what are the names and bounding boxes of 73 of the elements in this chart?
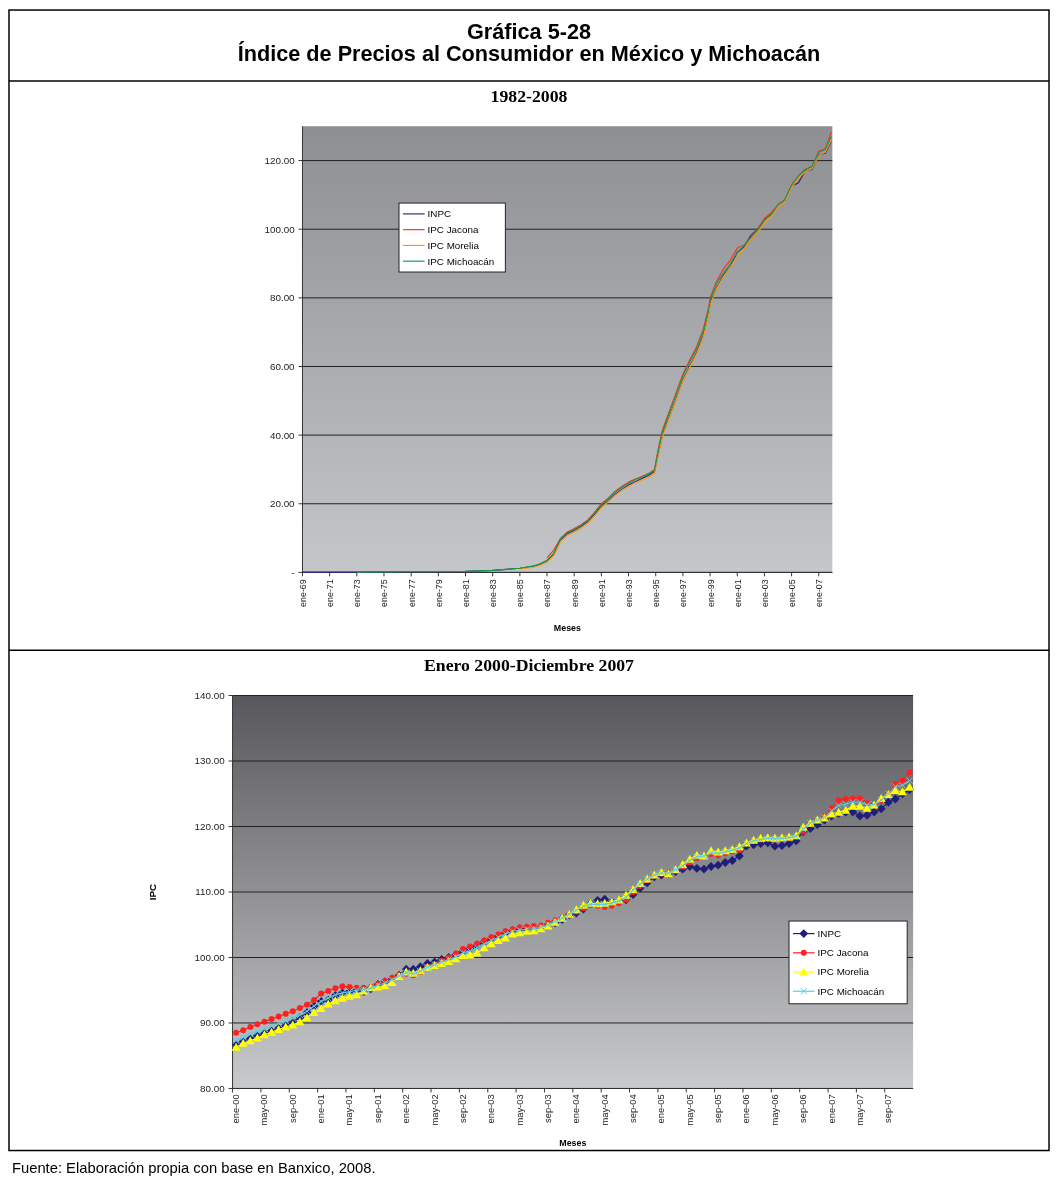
x-tick-label: ene-91	[596, 579, 607, 607]
y-tick-label: 40.00	[269, 429, 296, 441]
x-tick-label: sep-06	[798, 1094, 809, 1123]
x-axis-title: Meses	[553, 623, 582, 634]
x-tick-label: may-06	[769, 1094, 780, 1126]
y-tick-label: 100.00	[194, 951, 226, 963]
x-tick-label: sep-01	[372, 1094, 383, 1123]
x-tick-label: sep-03	[542, 1094, 553, 1123]
x-tick-label: ene-01	[316, 1094, 327, 1124]
y-tick-label: 80.00	[200, 1082, 226, 1094]
x-tick-label: ene-85	[515, 579, 526, 607]
y-tick-label: 140.00	[194, 689, 226, 701]
x-tick-label: may-04	[599, 1094, 610, 1126]
y-tick-label: 60.00	[269, 360, 296, 372]
y-tick-label: 100.00	[264, 223, 296, 235]
x-tick-label: may-02	[429, 1094, 440, 1126]
x-tick-label: ene-00	[231, 1094, 242, 1124]
x-tick-label: sep-07	[883, 1094, 894, 1123]
legend-label: INPC	[427, 208, 452, 220]
x-tick-label: ene-01	[732, 579, 743, 607]
x-tick-label: ene-79	[433, 579, 444, 607]
x-tick-label: ene-02	[401, 1094, 412, 1124]
chart-subtitle: 1982-2008	[490, 85, 568, 106]
x-tick-label: ene-83	[488, 579, 499, 607]
x-tick-label: ene-05	[656, 1094, 667, 1124]
legend-label: IPC Morelia	[817, 966, 870, 978]
y-axis-title: IPC	[146, 883, 158, 901]
x-tick-label: ene-89	[569, 579, 580, 607]
x-tick-label: sep-05	[713, 1094, 724, 1123]
x-tick-label: ene-99	[705, 579, 716, 607]
x-tick-label: ene-95	[651, 579, 662, 607]
y-tick-label: 90.00	[200, 1017, 226, 1029]
x-tick-label: ene-04	[571, 1094, 582, 1124]
x-tick-label: ene-93	[624, 579, 635, 607]
x-tick-label: ene-77	[406, 579, 417, 607]
y-tick-label: -	[291, 566, 295, 578]
x-tick-label: sep-00	[287, 1094, 298, 1123]
legend-label: INPC	[817, 928, 842, 940]
legend-label: IPC Morelia	[427, 239, 480, 251]
x-tick-label: ene-05	[787, 579, 798, 607]
x-tick-label: may-07	[854, 1094, 865, 1126]
y-tick-label: 130.00	[194, 755, 226, 767]
chart-title: Gráfica 5-28 Índice de Precios al Consumidor en México y Michoacán	[237, 18, 821, 67]
y-tick-label: 20.00	[269, 498, 296, 510]
x-tick-label: sep-02	[457, 1094, 468, 1123]
y-tick-label: 120.00	[264, 155, 296, 167]
x-tick-label: ene-06	[741, 1094, 752, 1124]
y-tick-label: 80.00	[269, 292, 296, 304]
x-tick-label: may-05	[684, 1094, 695, 1126]
source-note: Fuente: Elaboración propia con base en Banxico, 2008.	[11, 1160, 376, 1177]
x-tick-label: ene-97	[678, 579, 689, 607]
x-tick-label: may-00	[259, 1094, 270, 1126]
x-tick-label: sep-04	[628, 1094, 639, 1123]
y-tick-label: 120.00	[194, 820, 226, 832]
x-tick-label: may-03	[514, 1094, 525, 1126]
x-tick-label: ene-73	[352, 579, 363, 607]
legend-label: IPC Michoacán	[817, 985, 885, 997]
x-tick-label: ene-07	[814, 579, 825, 607]
x-tick-label: may-01	[344, 1094, 355, 1126]
x-tick-label: ene-87	[542, 579, 553, 607]
chart-title: Enero 2000-Diciembre 2007	[424, 654, 635, 675]
x-tick-label: ene-81	[460, 579, 471, 607]
legend-label: IPC Jacona	[817, 947, 869, 959]
legend-label: IPC Michoacán	[427, 255, 495, 267]
legend-label: IPC Jacona	[427, 224, 479, 236]
x-tick-label: ene-07	[826, 1094, 837, 1124]
x-tick-label: ene-69	[297, 579, 308, 607]
y-tick-label: 110.00	[195, 886, 226, 898]
x-tick-label: ene-03	[759, 579, 770, 607]
x-tick-label: ene-75	[379, 579, 390, 607]
x-axis-title: Meses	[559, 1137, 587, 1148]
x-tick-label: ene-71	[325, 579, 336, 607]
x-tick-label: ene-03	[486, 1094, 497, 1124]
